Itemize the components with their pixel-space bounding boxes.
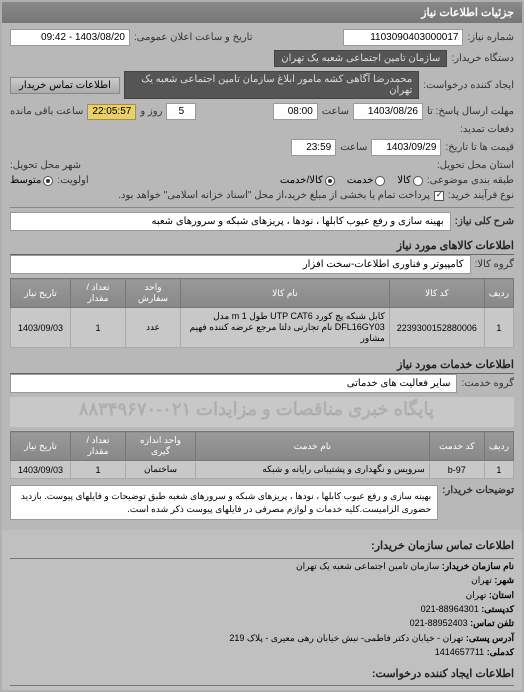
price-validity-date: 1403/09/29 [371, 139, 441, 156]
col-name: نام خدمت [196, 432, 430, 461]
cell-name: سرویس و نگهداری و پشتیبانی رایانه و شبکه [196, 461, 430, 479]
day-word: روز و [140, 106, 162, 117]
delivery-addr-label: استان محل تحویل: [437, 160, 514, 171]
postal-value: 88964301-021 [421, 604, 479, 614]
services-group-label: گروه خدمت: [461, 378, 514, 389]
requester-label: ایجاد کننده درخواست: [423, 80, 514, 91]
col-date: تاریخ نیاز [11, 432, 71, 461]
cell-row: 1 [484, 461, 513, 479]
watermark-area: پایگاه خبری مناقصات و مزایدات ۰۲۱-۸۸۳۴۹۶… [10, 397, 514, 427]
cell-unit: ساختمان [126, 461, 196, 479]
watermark-text: پایگاه خبری مناقصات و مزایدات ۰۲۱-۸۸۳۴۹۶… [79, 399, 434, 420]
province-label: استان: [489, 590, 514, 600]
reqid-value: 1414657711 [435, 647, 484, 657]
cell-row: 1 [484, 308, 513, 348]
reqid-label: کدملی: [487, 647, 514, 657]
time-label-2: ساعت [340, 142, 367, 153]
deadline-time: 08:00 [273, 103, 318, 120]
delivery-city-label: شهر محل تحویل: [10, 160, 81, 171]
col-qty: تعداد / مقدار [71, 432, 126, 461]
payment-desc: پرداخت تمام یا بخشی از مبلغ خرید،از محل … [10, 190, 430, 201]
time-label-1: ساعت [322, 106, 349, 117]
pack-label: طبقه بندی موضوعی: [427, 175, 514, 186]
col-date: تاریخ نیاز [11, 279, 71, 308]
days-left: 5 [166, 103, 196, 120]
panel-title: جزئیات اطلاعات نیاز [2, 2, 522, 23]
announce-field: 1403/08/20 - 09:42 [10, 29, 130, 46]
remain-counter: 22:05:57 [87, 104, 136, 120]
org-value: سازمان تامین اجتماعی شعبه یک تهران [296, 561, 439, 571]
desc-text: بهینه سازی و رفع عیوب کابلها ، نودها ، پ… [10, 485, 438, 520]
footer-section: اطلاعات تماس سازمان خریدار: [10, 534, 514, 559]
radio-both-label: کالا/خدمت [280, 175, 323, 186]
classification-radio-group: کالا خدمت کالا/خدمت [280, 175, 423, 186]
req-no-label: شماره نیاز: [467, 32, 514, 43]
province-value: تهران [466, 590, 487, 600]
deadline-label: مهلت ارسال پاسخ: تا [427, 106, 514, 117]
need-title-field: بهینه سازی و رفع عیوب کابلها ، نودها ، پ… [10, 212, 451, 231]
org-label: نام سازمان خریدار: [442, 561, 514, 571]
phone-value: 88952403-021 [410, 618, 468, 628]
need-title-label: شرح کلی نیاز: [455, 216, 514, 227]
col-unit: واحد اندازه گیری [126, 432, 196, 461]
radio-service[interactable]: خدمت [347, 175, 386, 186]
priority-radio[interactable]: متوسط [10, 175, 53, 186]
postal-label: کدپستی: [481, 604, 514, 614]
goods-table: ردیف کد کالا نام کالا واحد سفارش تعداد /… [10, 278, 514, 348]
desc-label: توضیحات خریدار: [442, 485, 514, 496]
buyer-org-field: سازمان تامین اجتماعی شعبه یک تهران [274, 50, 447, 67]
col-qty: تعداد / مقدار [71, 279, 126, 308]
goods-section-title: اطلاعات کالاهای مورد نیاز [10, 235, 514, 255]
cell-qty: 1 [71, 308, 126, 348]
cell-date: 1403/09/03 [11, 308, 71, 348]
table-row: 12239300152880006کابل شبکه پچ کورد UTP C… [11, 308, 514, 348]
radio-both[interactable]: کالا/خدمت [280, 175, 335, 186]
radio-service-label: خدمت [347, 175, 374, 186]
deadline-date: 1403/08/26 [353, 103, 423, 120]
goods-group-label: گروه کالا: [475, 259, 514, 270]
goods-group-field: کامپیوتر و فناوری اطلاعات-سخت افزار [10, 255, 471, 274]
contact-button[interactable]: اطلاعات تماس خریدار [10, 77, 120, 94]
radio-icon [413, 176, 423, 186]
payment-checkbox[interactable] [434, 191, 444, 201]
col-row: ردیف [484, 279, 513, 308]
payment-type-label: نوع فرآیند خرید: [448, 190, 514, 201]
radio-icon [325, 176, 335, 186]
price-validity-time: 23:59 [291, 139, 336, 156]
radio-goods-label: کالا [397, 175, 411, 186]
announce-label: تاریخ و ساعت اعلان عمومی: [134, 32, 253, 43]
price-validity-label: قیمت ها تا تاریخ: [445, 142, 514, 153]
table-row: 1b-97سرویس و نگهداری و پشتیبانی رایانه و… [11, 461, 514, 479]
col-name: نام کالا [181, 279, 390, 308]
cell-qty: 1 [71, 461, 126, 479]
buyer-org-label: دستگاه خریدار: [451, 53, 514, 64]
city-value: تهران [471, 575, 492, 585]
cell-code: 2239300152880006 [389, 308, 484, 348]
addr-value: تهران - خیابان دکتر فاطمی- نبش خیابان ره… [229, 633, 463, 643]
col-unit: واحد سفارش [126, 279, 181, 308]
city-label: شهر: [494, 575, 514, 585]
creator-section: اطلاعات ایجاد کننده درخواست: [10, 662, 514, 687]
cell-code: b-97 [429, 461, 484, 479]
services-group-field: سایر فعالیت های خدماتی [10, 374, 457, 393]
col-row: ردیف [484, 432, 513, 461]
extend-label: دفعات تمدید: [460, 124, 514, 135]
cell-date: 1403/09/03 [11, 461, 71, 479]
services-section-title: اطلاعات خدمات مورد نیاز [10, 354, 514, 374]
priority-label: اولویت: [57, 175, 88, 186]
radio-icon [375, 176, 385, 186]
remain-suffix: ساعت باقی مانده [10, 106, 83, 117]
priority-value: متوسط [10, 175, 41, 186]
col-code: کد خدمت [429, 432, 484, 461]
cell-name: کابل شبکه پچ کورد UTP CAT6 طول 1 m مدل D… [181, 308, 390, 348]
requester-field: محمدرضا آگاهی کشه مامور ابلاغ سازمان تام… [124, 71, 419, 99]
addr-label: آدرس پستی: [466, 633, 514, 643]
cell-unit: عدد [126, 308, 181, 348]
col-code: کد کالا [389, 279, 484, 308]
radio-goods[interactable]: کالا [397, 175, 423, 186]
services-table: ردیف کد خدمت نام خدمت واحد اندازه گیری ت… [10, 431, 514, 479]
req-no-field: 1103090403000017 [343, 29, 463, 46]
radio-icon [43, 176, 53, 186]
phone-label: تلفن تماس: [470, 618, 514, 628]
